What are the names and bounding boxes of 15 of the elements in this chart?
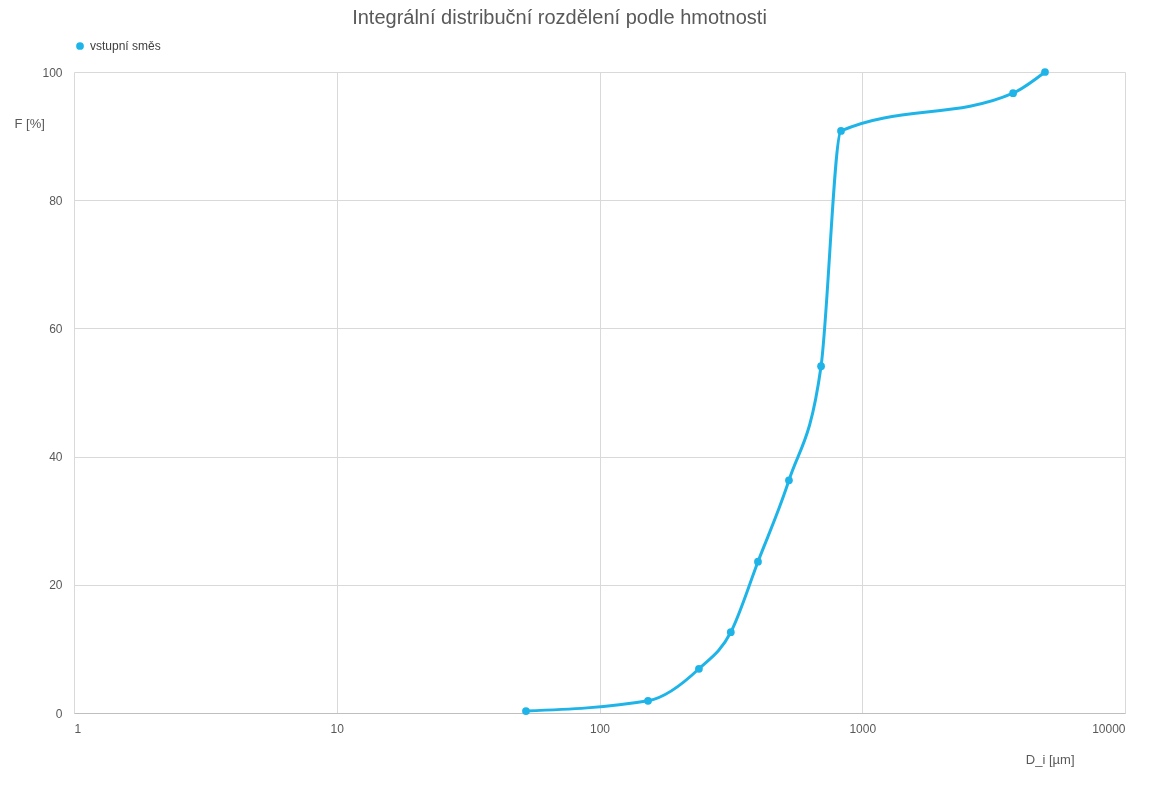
y-tick-label: 80 — [49, 193, 63, 208]
x-tick-label: 10 — [330, 721, 345, 736]
y-tick-label: 100 — [42, 65, 63, 80]
y-tick-label: 20 — [49, 578, 63, 593]
y-tick-label: 60 — [49, 321, 63, 336]
x-axis-title: D_i [µm] — [1025, 751, 1075, 767]
chart-title: Integrální distribuční rozdělení podle hmotnosti — [352, 6, 767, 28]
y-tick-label: 0 — [55, 706, 63, 721]
x-tick-label: 10000 — [1092, 721, 1126, 736]
y-tick-label: 40 — [49, 450, 63, 465]
x-tick-label: 100 — [589, 721, 611, 736]
legend-label: vstupní směs — [90, 39, 161, 53]
x-tick-label: 1000 — [849, 721, 877, 736]
y-axis-title: F [%] — [14, 115, 45, 131]
x-tick-label: 1 — [74, 721, 82, 736]
